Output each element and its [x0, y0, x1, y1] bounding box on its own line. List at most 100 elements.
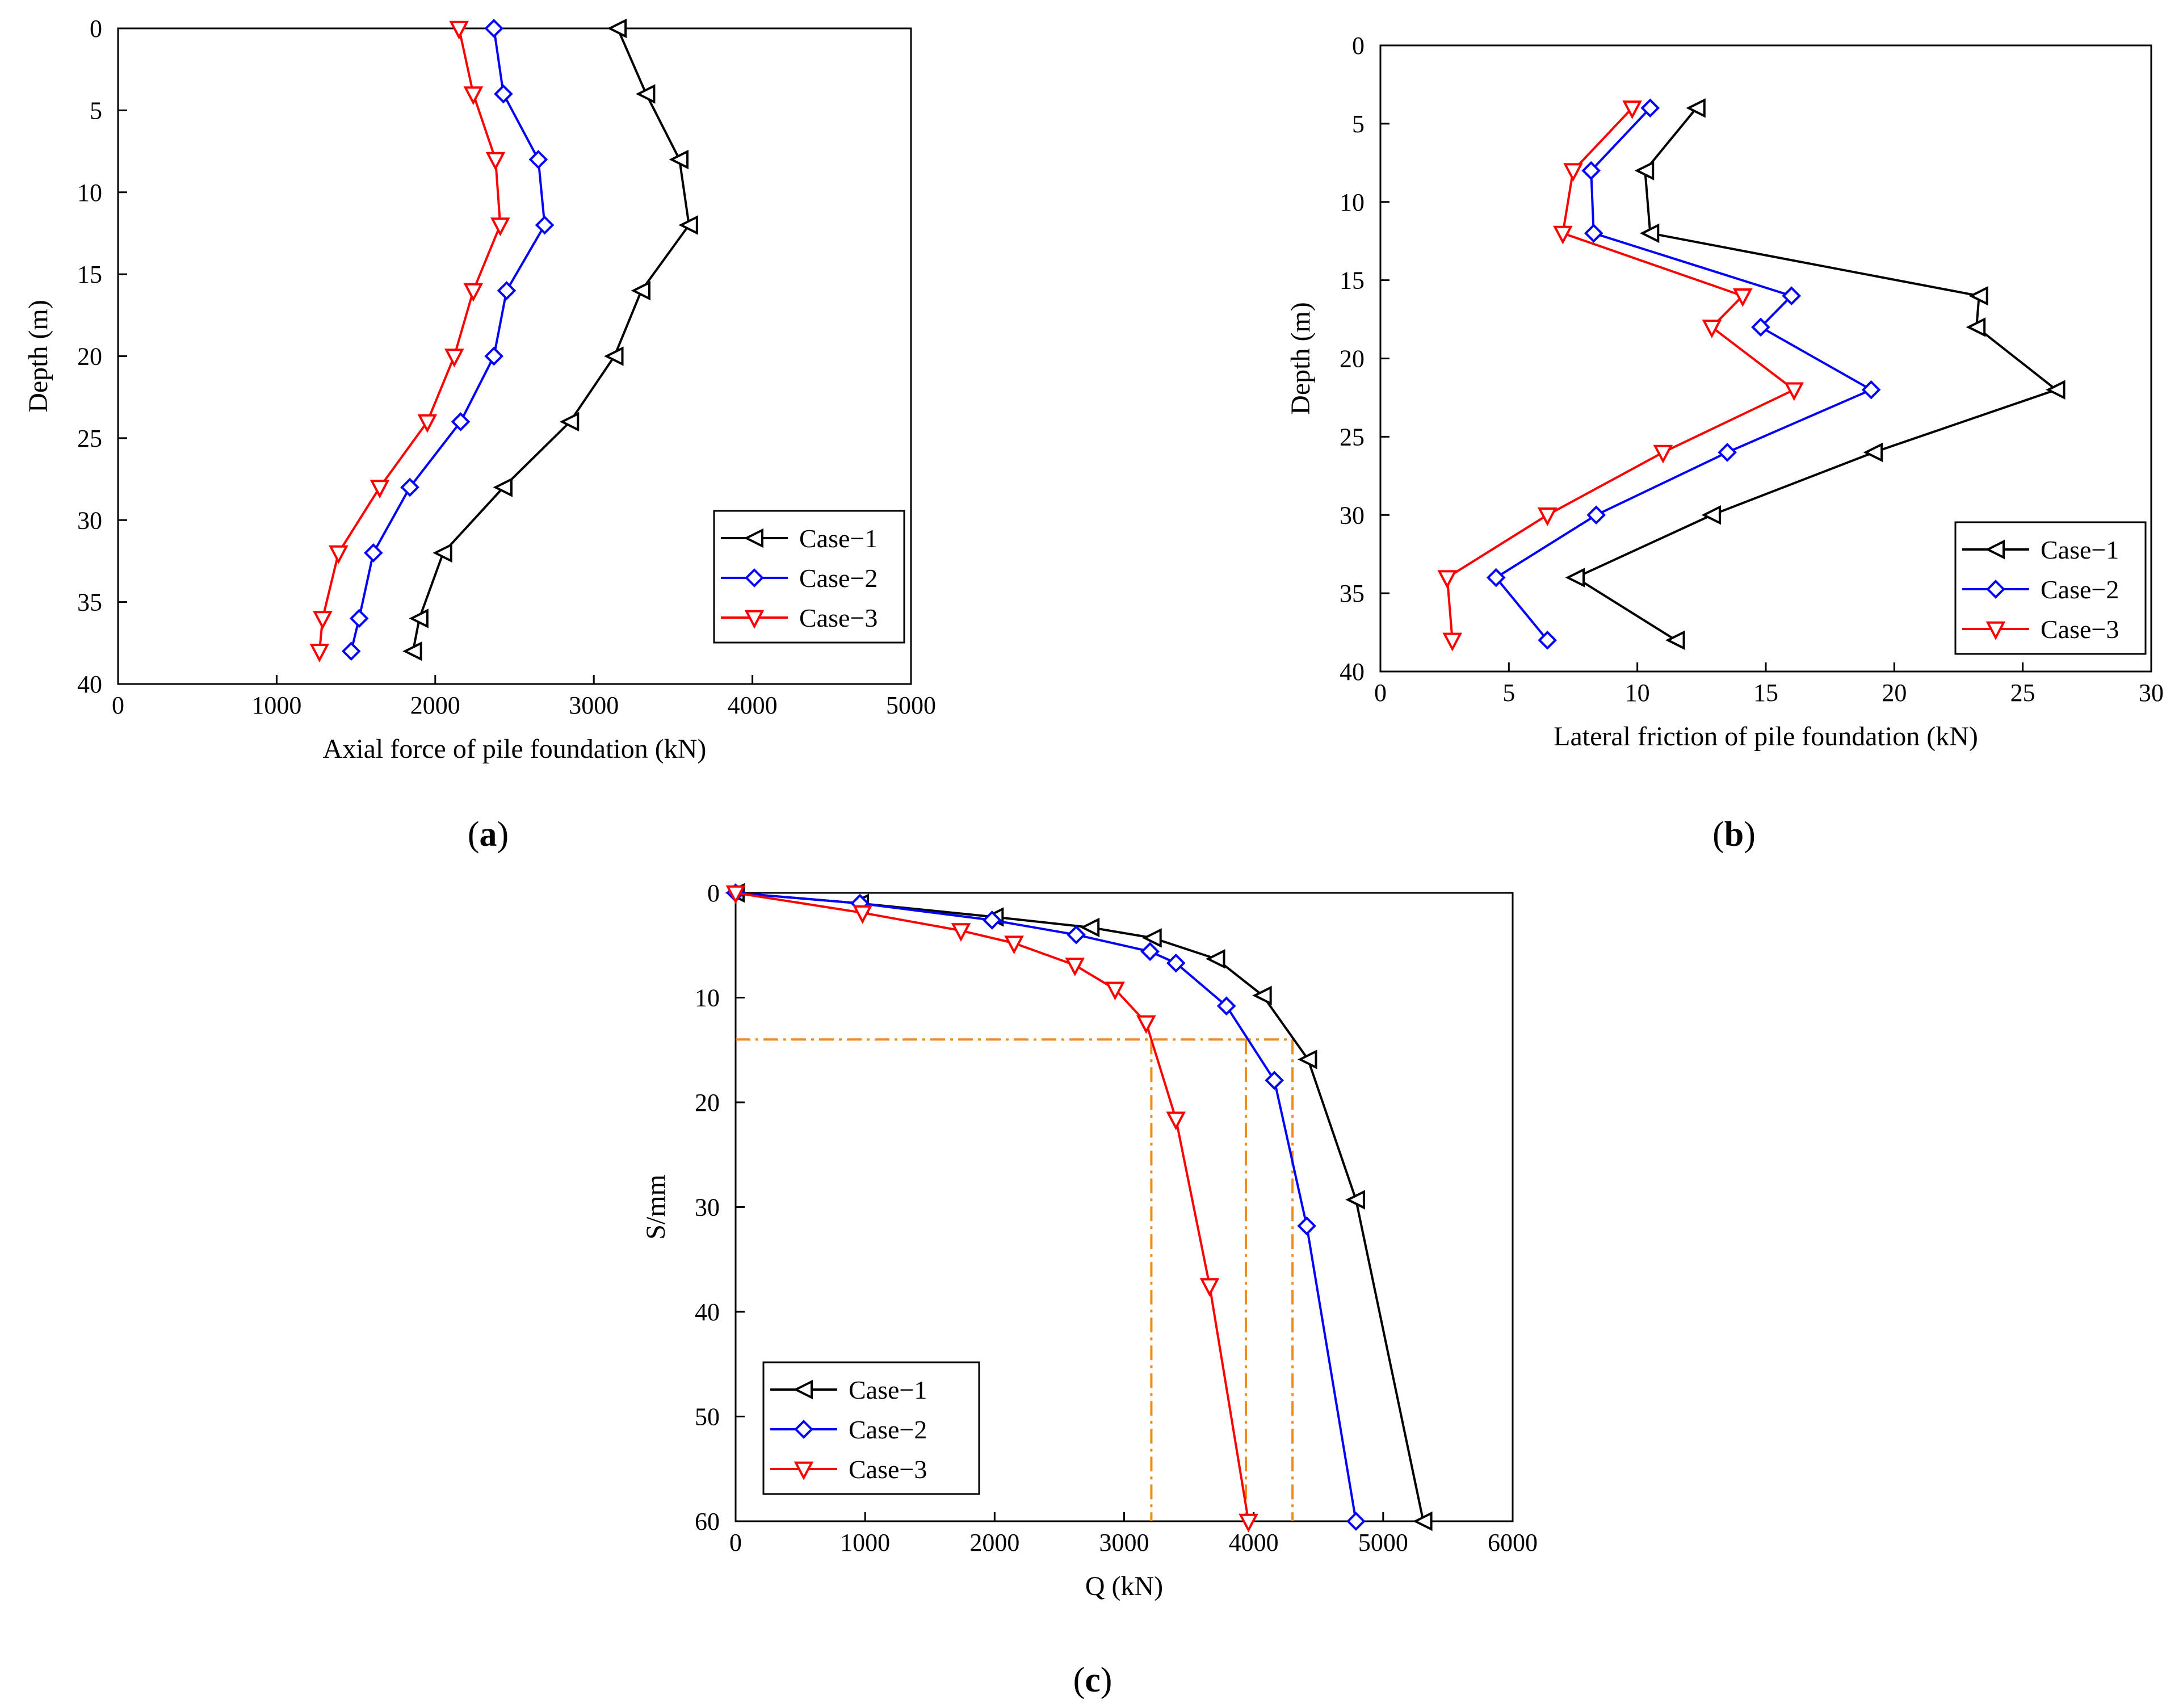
data-point-marker — [349, 608, 369, 628]
series-2 — [726, 883, 1366, 1531]
data-point-marker — [493, 477, 513, 497]
data-point-marker — [309, 644, 330, 662]
y-tick-label: 50 — [695, 1403, 720, 1431]
data-point-marker — [1968, 286, 1988, 306]
data-point-marker — [1346, 1512, 1366, 1531]
series-1 — [1565, 98, 2066, 651]
x-tick-label: 5 — [1502, 679, 1515, 707]
legend: Case−1 Case−2 Case−3 — [713, 510, 905, 644]
series-line — [318, 28, 502, 652]
y-tick-label: 30 — [1340, 501, 1365, 529]
data-point-marker — [1142, 928, 1162, 948]
series-1 — [402, 18, 698, 661]
series-2 — [1486, 98, 1881, 650]
data-point-marker — [433, 543, 452, 563]
y-tick-label: 35 — [77, 589, 102, 616]
y-tick-label: 40 — [77, 670, 102, 698]
data-point-marker — [982, 910, 1002, 930]
y-axis-title: S/mm — [641, 1174, 671, 1240]
data-point-marker — [725, 885, 746, 904]
data-point-marker — [1702, 320, 1722, 339]
series-2 — [341, 19, 555, 661]
series-3 — [309, 20, 510, 662]
data-point-marker — [1413, 1511, 1433, 1531]
data-point-marker — [1206, 949, 1225, 969]
data-point-marker — [631, 280, 651, 301]
data-point-marker — [484, 346, 504, 366]
data-point-marker — [494, 84, 513, 104]
series-line — [1446, 107, 1796, 641]
legend-label: Case−1 — [2041, 535, 2119, 564]
data-point-marker — [490, 217, 510, 237]
x-tick-label: 3000 — [1099, 1529, 1149, 1556]
y-tick-label: 0 — [90, 15, 102, 43]
data-point-marker — [497, 281, 517, 300]
x-tick-label: 3000 — [569, 691, 619, 719]
legend-marker — [794, 1420, 813, 1439]
data-point-marker — [400, 477, 419, 497]
panel-b-lateral-friction-chart: 0 5 10 15 20 25 30 0 5 10 15 20 25 30 35 40 Lateral fric… — [1286, 32, 2164, 854]
x-axis-title: Axial force of pile foundation (kN) — [323, 734, 707, 764]
data-point-marker — [1080, 917, 1100, 938]
y-tick-label: 25 — [1340, 423, 1365, 451]
series-3 — [1437, 100, 1804, 652]
y-tick-label: 20 — [695, 1089, 720, 1117]
x-tick-label: 4000 — [1229, 1529, 1279, 1556]
data-point-marker — [1640, 98, 1660, 118]
legend-label: Case−3 — [849, 1455, 927, 1484]
series-line — [1494, 107, 1874, 641]
data-point-marker — [1298, 1050, 1317, 1069]
data-point-marker — [1265, 1071, 1284, 1090]
data-point-marker — [1665, 630, 1685, 651]
data-point-marker — [313, 611, 333, 630]
data-point-marker — [1863, 442, 1883, 463]
panel-a-axial-force-chart: 0 1000 2000 3000 4000 5000 0 5 10 15 20 25 30 35 40 Axi… — [23, 15, 936, 854]
series-line — [735, 892, 1425, 1522]
y-tick-label: 30 — [695, 1194, 720, 1222]
x-tick-label: 10 — [1625, 679, 1650, 707]
legend-marker — [744, 610, 765, 629]
data-point-marker — [329, 545, 349, 564]
data-point-marker — [444, 349, 464, 368]
x-tick-label: 30 — [2139, 679, 2164, 707]
x-tick-label: 0 — [1374, 679, 1387, 707]
x-tick-label: 0 — [729, 1529, 742, 1556]
panel-c-load-settlement-chart: 0 1000 2000 3000 4000 5000 6000 0 10 20 30 40 50 60 Q … — [641, 879, 1538, 1699]
data-point-marker — [1486, 568, 1506, 587]
y-tick-label: 10 — [77, 179, 102, 207]
legend-box — [762, 1361, 980, 1495]
panel-label: (b) — [1712, 815, 1756, 854]
legend: Case−1 Case−2 Case−3 — [762, 1361, 980, 1495]
data-point-marker — [449, 20, 469, 40]
data-point-marker — [669, 149, 689, 170]
data-point-marker — [1782, 286, 1802, 306]
data-point-marker — [364, 543, 383, 563]
y-tick-label: 10 — [1340, 188, 1365, 216]
data-point-marker — [1701, 505, 1721, 525]
x-tick-label: 1000 — [840, 1529, 890, 1556]
data-point-marker — [409, 608, 429, 628]
data-point-marker — [528, 150, 548, 169]
data-point-marker — [463, 283, 484, 302]
data-point-marker — [1751, 317, 1770, 337]
legend-label: Case−2 — [2041, 575, 2119, 604]
data-point-marker — [1166, 953, 1186, 973]
data-point-marker — [1004, 935, 1024, 955]
y-tick-label: 35 — [1340, 580, 1365, 607]
y-tick-label: 0 — [1352, 32, 1365, 60]
data-point-marker — [484, 19, 504, 38]
legend-label: Case−3 — [2041, 615, 2119, 644]
x-tick-label: 4000 — [728, 691, 778, 719]
legend-marker — [793, 1379, 813, 1400]
data-point-marker — [1581, 161, 1601, 181]
data-point-marker — [1216, 996, 1236, 1016]
legend-label: Case−3 — [799, 603, 878, 632]
data-point-marker — [1966, 317, 1986, 337]
x-tick-label: 2000 — [969, 1529, 1019, 1556]
data-point-marker — [341, 641, 361, 661]
data-point-marker — [1718, 443, 1737, 462]
data-point-marker — [1239, 1513, 1258, 1533]
y-axis-title: Depth (m) — [1286, 302, 1316, 415]
y-tick-label: 5 — [1352, 110, 1365, 138]
data-point-marker — [1140, 942, 1160, 962]
